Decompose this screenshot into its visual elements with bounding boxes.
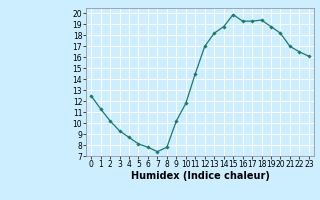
X-axis label: Humidex (Indice chaleur): Humidex (Indice chaleur) (131, 171, 269, 181)
